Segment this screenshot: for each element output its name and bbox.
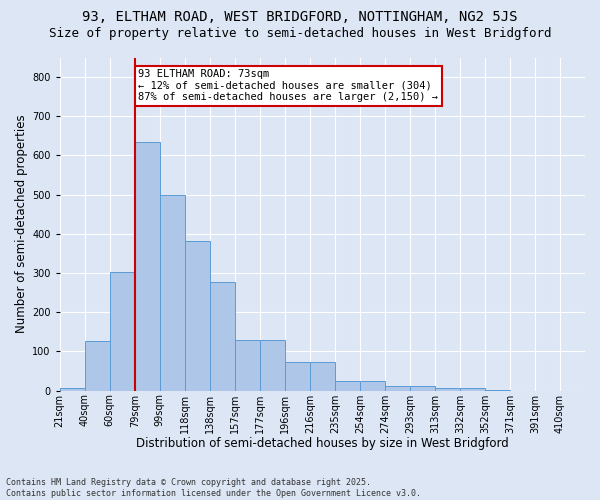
Bar — [260, 340, 285, 390]
Bar — [160, 194, 185, 390]
Text: 93, ELTHAM ROAD, WEST BRIDGFORD, NOTTINGHAM, NG2 5JS: 93, ELTHAM ROAD, WEST BRIDGFORD, NOTTING… — [82, 10, 518, 24]
Bar — [135, 142, 160, 390]
Bar — [435, 388, 460, 390]
Bar — [110, 272, 135, 390]
Y-axis label: Number of semi-detached properties: Number of semi-detached properties — [15, 115, 28, 334]
Bar — [410, 386, 435, 390]
Bar — [185, 240, 210, 390]
Text: Contains HM Land Registry data © Crown copyright and database right 2025.
Contai: Contains HM Land Registry data © Crown c… — [6, 478, 421, 498]
Bar — [210, 282, 235, 391]
Bar — [85, 340, 110, 390]
Text: Size of property relative to semi-detached houses in West Bridgford: Size of property relative to semi-detach… — [49, 28, 551, 40]
Bar — [235, 340, 260, 390]
Bar — [360, 381, 385, 390]
Bar — [385, 386, 410, 390]
Bar — [460, 388, 485, 390]
Bar — [285, 362, 310, 390]
Bar — [59, 388, 85, 390]
Text: 93 ELTHAM ROAD: 73sqm
← 12% of semi-detached houses are smaller (304)
87% of sem: 93 ELTHAM ROAD: 73sqm ← 12% of semi-deta… — [139, 70, 439, 102]
Bar — [335, 381, 360, 390]
X-axis label: Distribution of semi-detached houses by size in West Bridgford: Distribution of semi-detached houses by … — [136, 437, 509, 450]
Bar — [310, 362, 335, 390]
